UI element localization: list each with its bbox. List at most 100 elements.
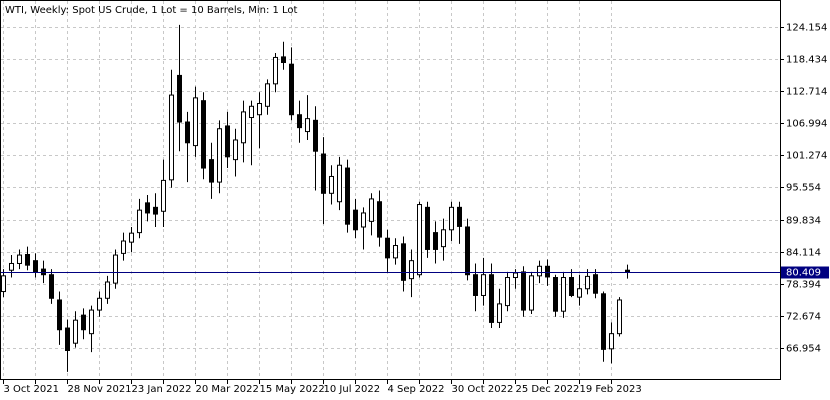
- candle-body: [57, 299, 62, 331]
- candle-body: [97, 297, 102, 311]
- candle-body: [377, 201, 382, 238]
- candle-body: [33, 260, 38, 273]
- candle-body: [257, 102, 262, 116]
- x-tick-label: 4 Sep 2022: [388, 384, 445, 395]
- candle-body: [361, 212, 366, 228]
- candle-body: [73, 319, 78, 344]
- candle-body: [321, 153, 326, 194]
- candle-body: [153, 206, 158, 215]
- candle-body: [353, 209, 358, 231]
- candle-body: [113, 254, 118, 284]
- x-tick-label: 15 May 2022: [260, 384, 325, 395]
- candle-body: [329, 175, 334, 194]
- x-tick-label: 10 Jul 2022: [324, 384, 381, 395]
- candle-body: [169, 94, 174, 181]
- candle-body: [193, 97, 198, 147]
- x-tick-label: 20 Mar 2022: [196, 384, 259, 395]
- candle-body: [545, 265, 550, 278]
- candle-body: [89, 309, 94, 335]
- candle-body: [601, 293, 606, 350]
- candle-body: [401, 243, 406, 281]
- candle-body: [17, 254, 22, 264]
- x-tick-label: 30 Oct 2022: [452, 384, 514, 395]
- candle-body: [177, 74, 182, 123]
- candle-body: [425, 206, 430, 250]
- candle-body: [209, 159, 214, 183]
- candle-body: [513, 272, 518, 279]
- candle-body: [9, 262, 14, 271]
- candle-body: [569, 277, 574, 296]
- candle-body: [537, 265, 542, 277]
- candle-body: [305, 118, 310, 133]
- candle-body: [121, 240, 126, 254]
- candle-body: [497, 303, 502, 323]
- x-tick-label: 23 Jan 2022: [132, 384, 192, 395]
- candle-body: [233, 139, 238, 161]
- candle-body: [345, 167, 350, 225]
- candle-body: [81, 314, 86, 331]
- candle-body: [553, 277, 558, 312]
- candle-body: [489, 274, 494, 323]
- candle-body: [201, 100, 206, 169]
- candle-body: [241, 111, 246, 144]
- candle-body: [409, 260, 414, 280]
- candle-body: [385, 237, 390, 259]
- candle-body: [1, 275, 6, 293]
- candle-body: [185, 121, 190, 144]
- candle-body: [449, 206, 454, 231]
- y-tick-label: 89.834: [786, 216, 821, 227]
- candle-body: [465, 226, 470, 276]
- candle-body: [249, 105, 254, 119]
- candle-body: [217, 128, 222, 183]
- candle-body: [393, 245, 398, 259]
- price-label: 80.409: [786, 268, 821, 279]
- y-tick-label: 95.554: [786, 183, 821, 194]
- chart-title: WTI, Weekly: Spot US Crude, 1 Lot = 10 B…: [5, 5, 298, 16]
- candle-body: [457, 206, 462, 227]
- candle-body: [529, 275, 534, 311]
- candle-body: [337, 164, 342, 203]
- candle-body: [225, 125, 230, 158]
- candle-body: [105, 281, 110, 299]
- y-tick-label: 124.154: [786, 23, 827, 34]
- candle-body: [521, 271, 526, 311]
- y-tick-label: 101.274: [786, 151, 827, 162]
- candle-body: [65, 327, 70, 351]
- candle-body: [593, 274, 598, 294]
- candle-body: [273, 56, 278, 85]
- x-tick-label: 28 Nov 2021: [68, 384, 132, 395]
- candle-body: [585, 275, 590, 290]
- candle-body: [137, 209, 142, 234]
- y-tick-label: 72.674: [786, 312, 821, 323]
- y-tick-label: 106.994: [786, 119, 827, 130]
- candle-body: [417, 204, 422, 276]
- candle-body: [265, 83, 270, 107]
- candle-body: [369, 198, 374, 222]
- y-tick-label: 118.434: [786, 55, 827, 66]
- x-tick-label: 3 Oct 2021: [4, 384, 59, 395]
- x-tick-label: 19 Feb 2023: [580, 384, 642, 395]
- y-tick-label: 66.954: [786, 344, 821, 355]
- candle-body: [481, 274, 486, 296]
- candle-body: [441, 229, 446, 248]
- candle-body: [561, 277, 566, 312]
- candle-body: [297, 114, 302, 129]
- candle-body: [41, 268, 46, 276]
- candle-body: [617, 299, 622, 335]
- x-tick-label: 25 Dec 2022: [516, 384, 580, 395]
- candle-body: [281, 56, 286, 64]
- candle-body: [161, 179, 166, 212]
- candle-body: [129, 232, 134, 243]
- candle-body: [49, 274, 54, 299]
- y-tick-label: 84.114: [786, 248, 821, 259]
- candle-body: [577, 288, 582, 298]
- candle-body: [433, 232, 438, 250]
- candle-body: [505, 277, 510, 307]
- candle-body: [609, 333, 614, 350]
- candle-body: [289, 63, 294, 116]
- price-label-box: [781, 266, 829, 279]
- y-tick-label: 112.714: [786, 87, 827, 98]
- candle-body: [313, 119, 318, 152]
- y-tick-label: 78.394: [786, 280, 821, 291]
